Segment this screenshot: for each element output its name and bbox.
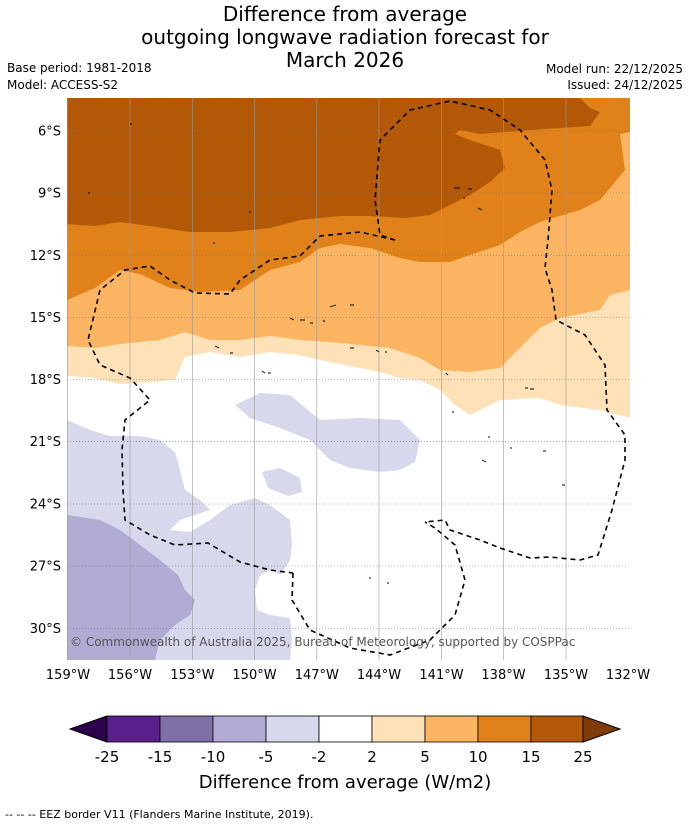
colorbar-over-arrow — [582, 715, 622, 743]
latitude-axis: 6°S 9°S 12°S 15°S 18°S 21°S 24°S 27°S 30… — [30, 125, 61, 638]
colorbar-label: Difference from average (W/m2) — [199, 772, 491, 793]
colorbar-swatch — [265, 715, 320, 743]
lon-label: 135°W — [544, 668, 588, 683]
eez-border-french-polynesia — [374, 100, 626, 561]
lat-label: 27°S — [30, 560, 61, 575]
issued-date: Issued: 24/12/2025 — [567, 78, 683, 92]
eez-border-austral — [291, 521, 466, 656]
colorbar-under-arrow — [68, 715, 108, 743]
lat-label: 21°S — [30, 435, 61, 450]
copyright-notice: © Commonwealth of Australia 2025, Bureau… — [70, 635, 575, 649]
colorbar-swatch — [318, 715, 373, 743]
lat-label: 18°S — [30, 373, 61, 388]
colorbar-swatch — [212, 715, 267, 743]
colorbar — [68, 715, 622, 743]
colorbar-tick: -2 — [312, 748, 327, 766]
lon-label: 144°W — [357, 668, 401, 683]
colorbar-tick: 2 — [367, 748, 377, 766]
colorbar-swatch — [371, 715, 426, 743]
colorbar-tick: 15 — [521, 748, 540, 766]
lon-label: 153°W — [170, 668, 214, 683]
model-run: Model run: 22/12/2025 — [545, 62, 683, 76]
colorbar-swatch — [106, 715, 161, 743]
title-line-1: Difference from average — [222, 2, 468, 26]
lon-label: 132°W — [606, 668, 650, 683]
colorbar-swatch — [424, 715, 479, 743]
lon-label: 138°W — [481, 668, 525, 683]
colorbar-tick: -10 — [201, 748, 226, 766]
colorbar-tick: -25 — [95, 748, 120, 766]
lat-label: 12°S — [30, 249, 61, 264]
lon-label: 150°W — [232, 668, 276, 683]
lon-label: 159°W — [46, 668, 90, 683]
lon-label: 141°W — [419, 668, 463, 683]
eez-borders — [87, 100, 626, 656]
longitude-axis: 159°W 156°W 153°W 150°W 147°W 144°W 141°… — [46, 668, 650, 683]
colorbar-swatch — [159, 715, 214, 743]
zone-minus5-to-minus2-patch-2 — [262, 468, 302, 496]
zone-minus10-to-minus5 — [67, 515, 195, 660]
lat-label: 30°S — [30, 622, 61, 637]
eez-border-cook-islands — [87, 231, 396, 574]
anomaly-field — [67, 98, 630, 660]
title-line-2: outgoing longwave radiation forecast for — [141, 25, 549, 49]
islands — [88, 123, 565, 584]
colorbar-tick: 25 — [573, 748, 592, 766]
model-name: Model: ACCESS-S2 — [7, 78, 119, 92]
eez-legend-note: -- -- -- EEZ border V11 (Flanders Marine… — [5, 808, 314, 821]
colorbar-tick: -15 — [148, 748, 173, 766]
base-period: Base period: 1981-2018 — [7, 61, 152, 75]
colorbar-tick: 10 — [468, 748, 487, 766]
zone-minus5-to-minus2-patch — [235, 393, 420, 472]
lat-label: 6°S — [38, 125, 61, 140]
lon-label: 147°W — [295, 668, 339, 683]
graticule — [67, 98, 630, 660]
lat-label: 9°S — [38, 187, 61, 202]
zone-15-to-25 — [67, 98, 600, 232]
title-line-3: March 2026 — [285, 48, 405, 72]
lat-label: 15°S — [30, 311, 61, 326]
colorbar-ticks: -25 -15 -10 -5 -2 2 5 10 15 25 — [95, 748, 593, 766]
colorbar-tick: -5 — [259, 748, 274, 766]
lat-label: 24°S — [30, 498, 61, 513]
colorbar-swatch — [477, 715, 532, 743]
colorbar-tick: 5 — [420, 748, 430, 766]
colorbar-swatch — [530, 715, 584, 743]
lon-label: 156°W — [108, 668, 152, 683]
